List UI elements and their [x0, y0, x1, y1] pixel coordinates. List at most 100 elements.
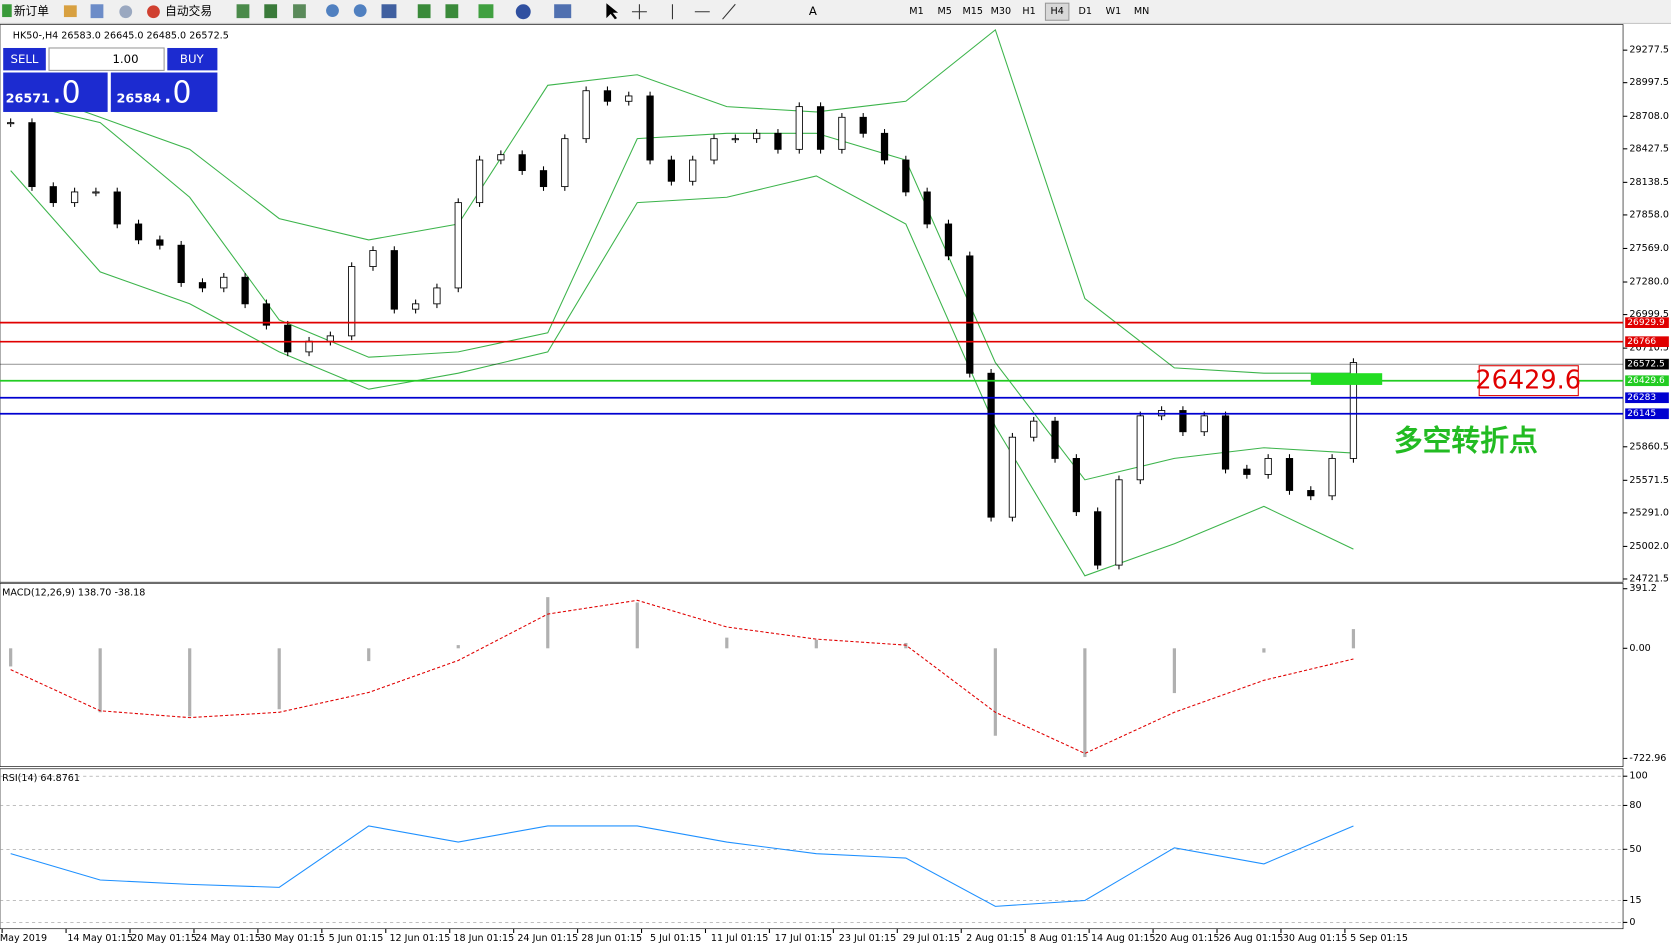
candle	[1008, 436, 1017, 518]
x-tick-label: 24 Jun 01:15	[517, 933, 578, 944]
timeframe[interactable]: H4	[1051, 6, 1064, 17]
timeframe[interactable]: M5	[937, 6, 951, 17]
zoom-out[interactable]	[353, 4, 367, 18]
scroll-tool[interactable]	[417, 4, 431, 19]
price-level-tag	[1625, 392, 1669, 404]
line-tool[interactable]	[293, 4, 306, 19]
candle	[1115, 479, 1123, 566]
candle-tool[interactable]	[264, 4, 278, 19]
tool-icon[interactable]	[119, 5, 133, 19]
candle	[1243, 468, 1251, 475]
candle	[1200, 415, 1208, 433]
x-tick-label: 5 Jun 01:15	[329, 933, 384, 944]
tile-tool[interactable]	[381, 4, 397, 19]
price-level-tag	[1625, 375, 1669, 387]
indicators-tool[interactable]	[478, 4, 494, 19]
macd-histogram	[277, 648, 281, 710]
candle	[70, 191, 79, 204]
ask-box[interactable]	[110, 72, 218, 112]
y-tick-label: 28708.0	[1629, 111, 1669, 122]
highlight-zone	[1310, 373, 1383, 385]
bid-main[interactable]: 26571	[6, 92, 51, 107]
lots-input[interactable]	[48, 47, 165, 71]
timeframe[interactable]: M30	[991, 6, 1011, 17]
new-order[interactable]: 新订单	[14, 4, 49, 18]
y-tick-label: 28138.5	[1629, 177, 1669, 188]
x-tick-label: 29 Jul 01:15	[903, 933, 960, 944]
periods-tool[interactable]	[515, 4, 531, 20]
sell-label[interactable]: SELL	[11, 52, 39, 66]
timeframe[interactable]: M1	[909, 6, 923, 17]
candle	[156, 239, 164, 246]
y-tick-label: 80	[1629, 800, 1641, 811]
candle	[454, 202, 462, 289]
candle	[220, 276, 228, 289]
price-level-tag	[1625, 358, 1669, 370]
x-tick-label: 17 Jul 01:15	[775, 933, 832, 944]
candle	[625, 95, 633, 102]
ask-main[interactable]: 26584	[116, 92, 161, 107]
candle	[1051, 420, 1059, 459]
text-tool[interactable]: A	[809, 4, 817, 18]
timeframe[interactable]: W1	[1106, 6, 1122, 17]
candle	[859, 116, 867, 134]
lots-value[interactable]: 1.00	[112, 52, 138, 66]
crosshair-tool[interactable]	[631, 4, 647, 20]
candle	[518, 154, 526, 172]
macd-histogram	[456, 645, 460, 649]
candle	[433, 287, 441, 305]
candle	[710, 138, 718, 161]
new-order-icon[interactable]	[2, 4, 12, 18]
candle	[667, 159, 676, 182]
auto-trade-icon[interactable]	[147, 5, 160, 19]
timeframe[interactable]: D1	[1079, 6, 1092, 17]
active-timeframe	[1044, 2, 1070, 21]
timeframe[interactable]: MN	[1134, 6, 1149, 17]
candle	[1264, 458, 1272, 475]
auto-trade[interactable]: 自动交易	[165, 4, 212, 18]
candle	[1328, 458, 1336, 497]
templates-tool[interactable]	[554, 4, 572, 19]
candle	[902, 159, 910, 193]
y-tick-label: 100	[1629, 771, 1647, 782]
candle	[944, 223, 953, 257]
candle	[1349, 362, 1358, 459]
zoom-in[interactable]	[326, 4, 339, 18]
shift-tool[interactable]	[445, 4, 459, 19]
bar-chart-tool[interactable]	[236, 4, 250, 19]
x-tick-label: 11 Jul 01:15	[711, 933, 768, 944]
timeframe[interactable]: H1	[1022, 6, 1035, 17]
candle	[1307, 490, 1315, 497]
y-tick-label: 28427.5	[1629, 143, 1669, 154]
tool-icon[interactable]	[63, 5, 77, 18]
candle	[390, 250, 398, 310]
line-tools[interactable]	[671, 3, 736, 20]
price-level-label: 26283	[1627, 393, 1656, 403]
candle	[923, 191, 931, 225]
candle	[28, 122, 36, 188]
x-tick-label: 30 Aug 01:15	[1283, 933, 1348, 944]
candle	[1221, 415, 1230, 470]
bid-frac[interactable]: .0	[52, 75, 80, 110]
rsi-label: RSI(14) 64.8761	[2, 773, 80, 784]
macd-histogram	[1172, 648, 1176, 694]
cursor-tool[interactable]	[606, 3, 619, 20]
candle	[539, 170, 548, 188]
chart-header: HK50-,H4 26583.0 26645.0 26485.0 26572.5	[13, 31, 229, 42]
buy-label[interactable]: BUY	[180, 52, 205, 66]
x-tick-label: 8 Aug 01:15	[1030, 933, 1088, 944]
trade-panel: SELL 1.00 BUY 26571 .0 26584 .0	[3, 47, 218, 112]
tool-icon[interactable]	[90, 4, 104, 19]
x-tick-label: 26 Aug 01:15	[1219, 933, 1284, 944]
sell-button[interactable]	[3, 47, 46, 71]
candle	[326, 335, 334, 342]
y-tick-label: 50	[1629, 844, 1641, 855]
bid-box[interactable]	[3, 72, 108, 112]
ask-frac[interactable]: .0	[163, 75, 191, 110]
macd-histogram	[98, 648, 102, 713]
x-tick-label: 12 Jun 01:15	[389, 933, 450, 944]
buy-button[interactable]	[167, 47, 218, 71]
y-tick-label: 0.00	[1629, 643, 1650, 654]
price-level-label: 26929.9	[1627, 318, 1665, 328]
timeframe[interactable]: M15	[963, 6, 983, 17]
